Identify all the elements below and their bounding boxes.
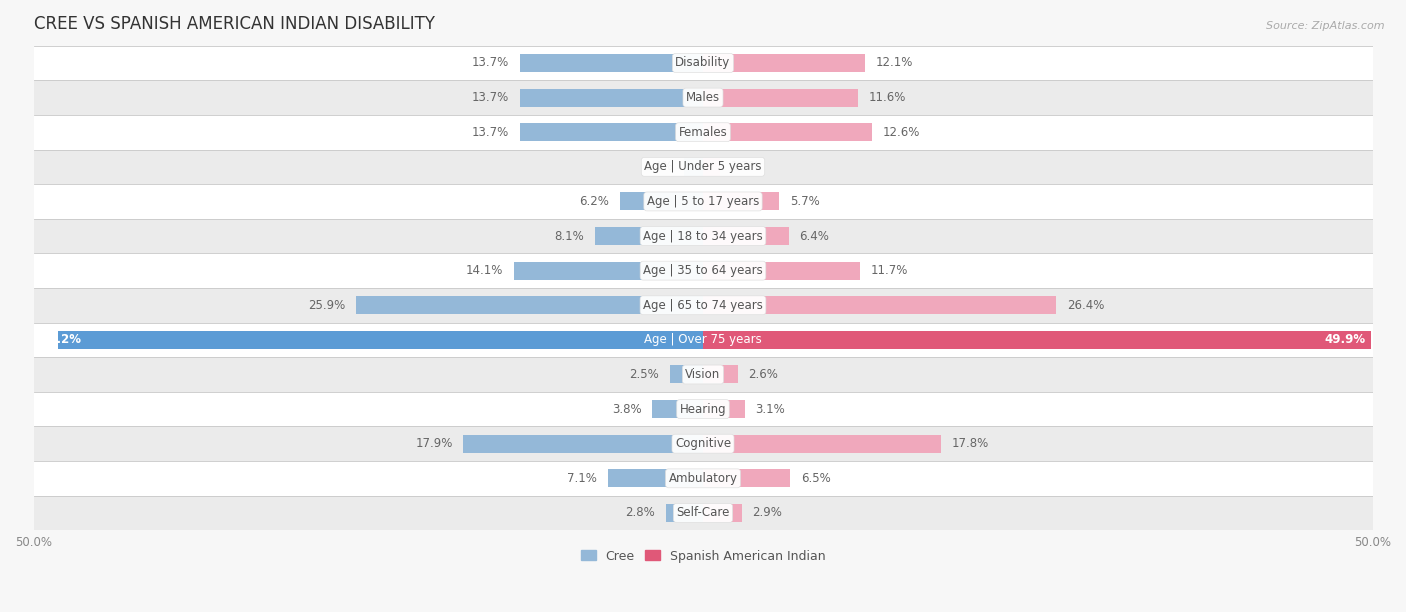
- Text: Age | 35 to 64 years: Age | 35 to 64 years: [643, 264, 763, 277]
- Bar: [703, 504, 742, 522]
- Text: 6.5%: 6.5%: [801, 472, 831, 485]
- Text: Age | Under 5 years: Age | Under 5 years: [644, 160, 762, 173]
- Bar: [520, 89, 703, 106]
- Text: Hearing: Hearing: [679, 403, 727, 416]
- Bar: [703, 365, 738, 384]
- Text: Ambulatory: Ambulatory: [668, 472, 738, 485]
- Legend: Cree, Spanish American Indian: Cree, Spanish American Indian: [575, 545, 831, 567]
- Bar: [34, 184, 1372, 218]
- Text: CREE VS SPANISH AMERICAN INDIAN DISABILITY: CREE VS SPANISH AMERICAN INDIAN DISABILI…: [34, 15, 434, 33]
- Bar: [669, 365, 703, 384]
- Bar: [34, 323, 1372, 357]
- Bar: [703, 262, 859, 280]
- Bar: [703, 469, 790, 487]
- Bar: [652, 400, 703, 418]
- Text: Females: Females: [679, 125, 727, 139]
- Text: 14.1%: 14.1%: [467, 264, 503, 277]
- Bar: [703, 400, 745, 418]
- Bar: [703, 296, 1056, 314]
- Bar: [703, 227, 789, 245]
- Text: 7.1%: 7.1%: [568, 472, 598, 485]
- Bar: [34, 427, 1372, 461]
- Text: Age | Over 75 years: Age | Over 75 years: [644, 334, 762, 346]
- Bar: [703, 158, 720, 176]
- Text: 25.9%: 25.9%: [308, 299, 346, 312]
- Bar: [34, 149, 1372, 184]
- Text: Disability: Disability: [675, 56, 731, 70]
- Bar: [34, 461, 1372, 496]
- Text: 2.6%: 2.6%: [748, 368, 779, 381]
- Bar: [607, 469, 703, 487]
- Bar: [703, 331, 1371, 349]
- Text: Source: ZipAtlas.com: Source: ZipAtlas.com: [1267, 21, 1385, 31]
- Text: 48.2%: 48.2%: [41, 334, 82, 346]
- Bar: [34, 115, 1372, 149]
- Text: Males: Males: [686, 91, 720, 104]
- Text: 5.7%: 5.7%: [790, 195, 820, 208]
- Text: 1.4%: 1.4%: [644, 160, 673, 173]
- Text: 17.8%: 17.8%: [952, 437, 990, 450]
- Text: 12.1%: 12.1%: [876, 56, 912, 70]
- Bar: [703, 123, 872, 141]
- Text: Age | 65 to 74 years: Age | 65 to 74 years: [643, 299, 763, 312]
- Bar: [34, 288, 1372, 323]
- Text: 13.7%: 13.7%: [471, 91, 509, 104]
- Bar: [685, 158, 703, 176]
- Bar: [665, 504, 703, 522]
- Text: 2.9%: 2.9%: [752, 507, 782, 520]
- Text: 11.7%: 11.7%: [870, 264, 908, 277]
- Bar: [515, 262, 703, 280]
- Text: 13.7%: 13.7%: [471, 56, 509, 70]
- Text: 13.7%: 13.7%: [471, 125, 509, 139]
- Text: 11.6%: 11.6%: [869, 91, 907, 104]
- Bar: [356, 296, 703, 314]
- Text: 3.8%: 3.8%: [612, 403, 641, 416]
- Bar: [620, 192, 703, 211]
- Text: 8.1%: 8.1%: [554, 230, 583, 242]
- Text: Vision: Vision: [685, 368, 721, 381]
- Text: 6.2%: 6.2%: [579, 195, 609, 208]
- Bar: [34, 253, 1372, 288]
- Bar: [520, 54, 703, 72]
- Bar: [464, 435, 703, 453]
- Text: 2.8%: 2.8%: [626, 507, 655, 520]
- Text: Self-Care: Self-Care: [676, 507, 730, 520]
- Bar: [34, 80, 1372, 115]
- Bar: [595, 227, 703, 245]
- Text: 17.9%: 17.9%: [415, 437, 453, 450]
- Bar: [703, 435, 942, 453]
- Bar: [703, 54, 865, 72]
- Text: 26.4%: 26.4%: [1067, 299, 1105, 312]
- Bar: [34, 218, 1372, 253]
- Text: 2.5%: 2.5%: [628, 368, 659, 381]
- Bar: [703, 89, 858, 106]
- Text: 3.1%: 3.1%: [755, 403, 785, 416]
- Text: 1.3%: 1.3%: [731, 160, 761, 173]
- Bar: [34, 357, 1372, 392]
- Text: 6.4%: 6.4%: [800, 230, 830, 242]
- Text: Age | 18 to 34 years: Age | 18 to 34 years: [643, 230, 763, 242]
- Bar: [58, 331, 703, 349]
- Text: 49.9%: 49.9%: [1324, 334, 1365, 346]
- Text: 12.6%: 12.6%: [883, 125, 920, 139]
- Bar: [34, 496, 1372, 530]
- Bar: [703, 192, 779, 211]
- Text: Cognitive: Cognitive: [675, 437, 731, 450]
- Bar: [34, 392, 1372, 427]
- Bar: [34, 46, 1372, 80]
- Text: Age | 5 to 17 years: Age | 5 to 17 years: [647, 195, 759, 208]
- Bar: [520, 123, 703, 141]
